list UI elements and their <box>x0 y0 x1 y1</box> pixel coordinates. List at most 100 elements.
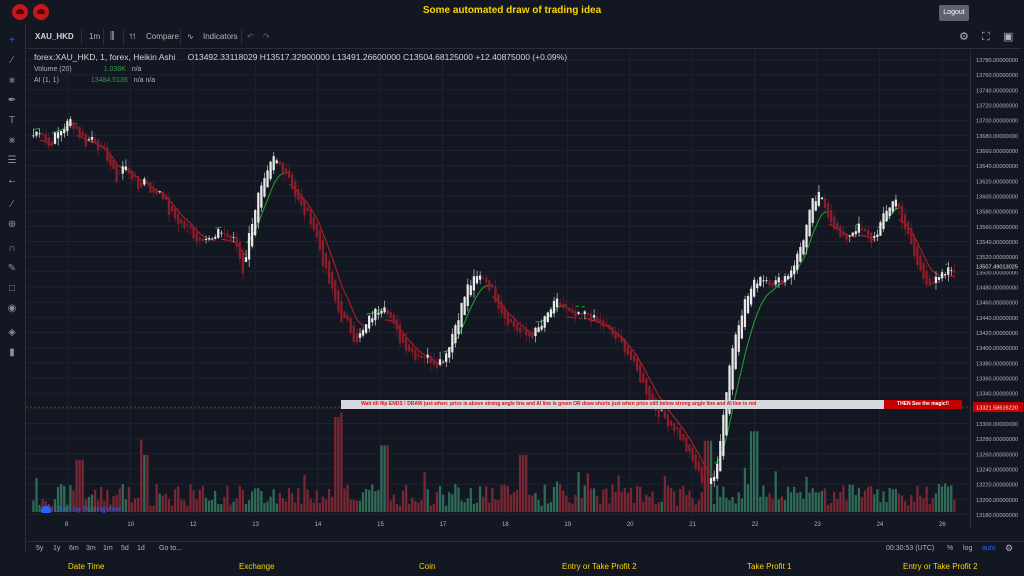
volume-bar <box>398 505 402 512</box>
volume-bar <box>793 486 796 512</box>
back-arrow-icon[interactable]: ← <box>7 175 17 186</box>
volume-bar <box>155 484 158 512</box>
candle <box>35 131 38 136</box>
candle <box>910 228 913 245</box>
candle <box>922 262 925 279</box>
compare-icon[interactable]: ˦˦ <box>129 32 136 41</box>
fullscreen-icon[interactable]: ⛶ <box>982 31 990 43</box>
ai-segment <box>945 263 949 266</box>
ai-segment <box>763 295 768 301</box>
trash-icon[interactable]: ▮ <box>9 347 15 358</box>
candle <box>808 209 811 237</box>
settings-icon-bottom[interactable]: ⚙ <box>1005 543 1014 553</box>
volume-bar <box>515 489 519 512</box>
candle <box>614 330 617 339</box>
ai-segment <box>79 136 83 139</box>
pattern-icon[interactable]: ⨳ <box>8 135 16 146</box>
utc-clock[interactable]: 00:30:53 (UTC) <box>886 545 935 552</box>
trend-line-icon[interactable]: ∕ <box>11 55 13 66</box>
candle <box>158 191 161 193</box>
volume-label[interactable]: Volume (20) <box>34 66 72 73</box>
candle <box>814 201 817 211</box>
range-1m[interactable]: 1m <box>103 545 113 552</box>
candle <box>106 147 109 162</box>
candle <box>691 447 694 461</box>
pitchfork-icon[interactable]: ⨳ <box>8 75 16 86</box>
volume-bar <box>441 494 445 512</box>
candles-style-icon[interactable]: ⫼ <box>110 31 115 42</box>
lock-icon[interactable]: □ <box>8 283 16 294</box>
volume-bar <box>238 486 241 512</box>
volume-bar <box>137 497 140 512</box>
camera-icon[interactable]: ▣ <box>1003 31 1014 43</box>
ai-label[interactable]: AI (1, 1) <box>34 77 59 84</box>
percent-toggle[interactable]: % <box>947 545 954 552</box>
range-1d[interactable]: 1d <box>137 545 145 552</box>
fib-icon[interactable]: ☰ <box>7 155 17 166</box>
volume-bar <box>494 499 497 512</box>
redo-icon[interactable]: ↷ <box>263 32 270 41</box>
ai-segment <box>387 319 391 322</box>
candle <box>682 433 685 441</box>
candle <box>226 233 229 238</box>
brush-icon[interactable]: ✒ <box>7 95 17 106</box>
symbol-search[interactable]: XAU_HKD <box>35 32 74 41</box>
settings-icon[interactable]: ⚙ <box>959 31 969 43</box>
candle <box>358 333 362 338</box>
layers-icon[interactable]: ◈ <box>8 327 16 338</box>
candle <box>257 192 260 223</box>
volume-bar <box>420 500 423 512</box>
candle <box>552 300 556 314</box>
candle <box>515 323 519 331</box>
range-1y[interactable]: 1y <box>53 545 61 552</box>
eye-icon[interactable]: ◉ <box>7 303 17 314</box>
volume-bar <box>291 493 294 512</box>
range-3m[interactable]: 3m <box>86 545 96 552</box>
magnet-icon[interactable]: ∩ <box>8 243 16 254</box>
compare-button[interactable]: Compare <box>146 32 179 41</box>
ai-segment <box>735 380 740 395</box>
candle <box>802 240 805 255</box>
price-axis[interactable]: 13780.00000000 13760.00000000 13740.000000… <box>970 50 1024 528</box>
ruler-icon[interactable]: ∕ <box>11 199 13 210</box>
series-name[interactable]: forex:XAU_HKD, 1, forex, Heikin Ashi <box>34 52 176 62</box>
indicators-icon[interactable]: ∿ <box>187 32 194 41</box>
volume-bar <box>146 455 149 512</box>
volume-bar <box>672 491 676 512</box>
candle <box>300 194 303 206</box>
volume-bar <box>799 491 802 512</box>
volume-bar <box>432 504 435 512</box>
range-6m[interactable]: 6m <box>69 545 79 552</box>
candle <box>241 250 245 274</box>
ai-segment <box>184 217 188 221</box>
volume-bar <box>41 499 44 512</box>
price-chart[interactable]: 8 10 12 13 14 15 17 18 19 20 21 22 23 24 26 <box>26 50 970 528</box>
auto-toggle[interactable]: auto <box>982 545 996 552</box>
price-tick: 13360.00000000 <box>976 376 1018 382</box>
ai-segment <box>276 174 281 180</box>
candle <box>565 306 568 309</box>
goto-button[interactable]: Go to... <box>159 545 182 552</box>
volume-bar <box>540 505 543 512</box>
volume-bar <box>408 503 411 512</box>
candle <box>368 315 371 329</box>
candle <box>78 127 81 137</box>
indicators-button[interactable]: Indicators <box>203 32 238 41</box>
range-5d[interactable]: 5d <box>121 545 129 552</box>
tradingview-watermark[interactable]: Chart by TradingView <box>41 506 121 513</box>
text-tool-icon[interactable]: T <box>8 115 16 126</box>
range-5y[interactable]: 5y <box>36 545 44 552</box>
logo-icon <box>12 4 28 20</box>
zoom-icon[interactable]: ⊕ <box>7 219 17 230</box>
lock-drawing-icon[interactable]: ✎ <box>7 263 17 274</box>
time-axis: 8 10 12 13 14 15 17 18 19 20 21 22 23 24 26 <box>65 522 946 528</box>
log-toggle[interactable]: log <box>963 545 973 552</box>
volume-bar <box>940 486 944 512</box>
logout-button[interactable]: Logout <box>939 5 969 21</box>
crosshair-icon[interactable]: + <box>9 35 15 46</box>
ai-segment <box>196 230 201 234</box>
volume-bar <box>217 503 220 512</box>
candle <box>873 235 876 238</box>
interval-button[interactable]: 1m <box>89 32 101 41</box>
undo-icon[interactable]: ↶ <box>247 32 254 41</box>
